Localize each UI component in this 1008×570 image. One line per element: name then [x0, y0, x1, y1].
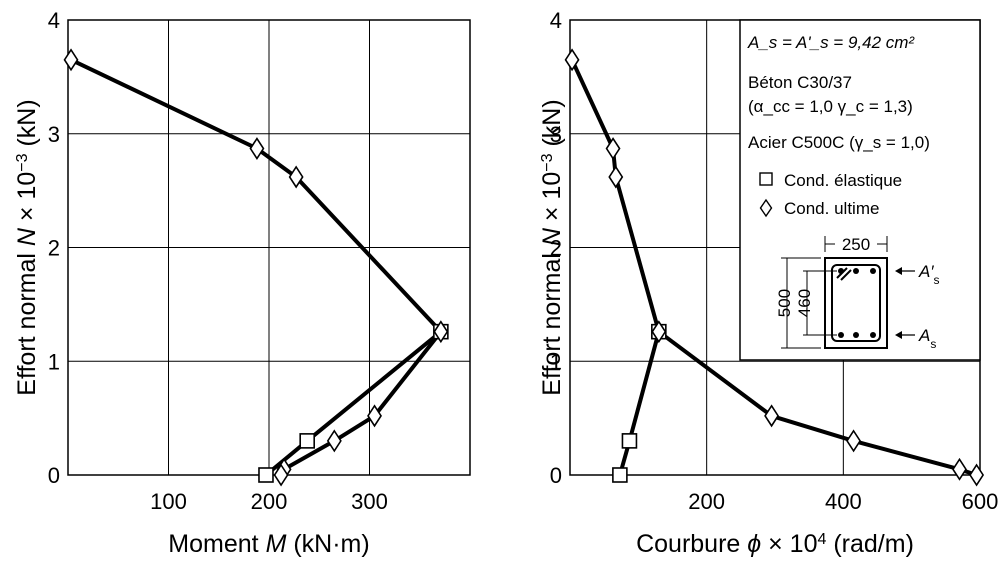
legend-concrete: Béton C30/37: [748, 73, 852, 92]
diamond-marker: [367, 404, 382, 428]
section-width-label: 250: [842, 235, 870, 254]
diamond-marker: [764, 404, 780, 428]
rebar-bottom: [853, 332, 859, 338]
diamond-marker: [969, 463, 985, 487]
diamond-marker: [326, 429, 342, 453]
legend-entry-ultimate: Cond. ultime: [784, 199, 879, 218]
diamond-marker: [273, 463, 289, 487]
chart-panel-moment: 100 200 300 0 1 2 3 4 Moment M (kN·m) Effort norm…: [13, 8, 471, 558]
legend-entry-elastic: Cond. élastique: [784, 171, 902, 190]
y-tick-label: 1: [48, 349, 60, 374]
rebar-bottom: [870, 332, 876, 338]
diamond-marker: [605, 137, 621, 161]
square-marker: [258, 467, 274, 483]
diamond-marker: [288, 165, 304, 189]
y-tick-label: 2: [550, 236, 562, 261]
rebar-top: [853, 268, 859, 274]
legend-concrete-params: (α_cc = 1,0 γ_c = 1,3): [748, 97, 913, 116]
rebar-top: [870, 268, 876, 274]
chart-legend: A_s = A'_s = 9,42 cm² Béton C30/37 (α_cc =…: [739, 19, 981, 361]
y-axis-label: Effort normal N × 10−3 (kN): [538, 99, 566, 395]
diamond-marker: [564, 48, 580, 72]
legend-steel: Acier C500C (γ_s = 1,0): [748, 133, 930, 152]
y-tick-label: 0: [48, 463, 60, 488]
section-bottom-steel-label: As: [918, 326, 936, 351]
legend-as-equation: A_s = A'_s = 9,42 cm²: [747, 33, 915, 52]
section-inner-height-label: 460: [795, 289, 814, 317]
y-tick-label: 2: [48, 236, 60, 261]
section-height-label: 500: [775, 289, 794, 317]
y-tick-label: 1: [550, 349, 562, 374]
x-tick-label: 100: [150, 489, 187, 514]
y-tick-label: 4: [550, 8, 562, 33]
cross-section-diagram: 250 500 460 A′s As: [775, 235, 940, 351]
x-tick-label: 300: [351, 489, 388, 514]
section-stirrup: [831, 264, 881, 342]
x-tick-label: 200: [688, 489, 725, 514]
x-tick-label: 400: [825, 489, 862, 514]
rebar-top: [838, 268, 844, 274]
square-marker: [621, 433, 638, 449]
diamond-marker: [249, 137, 265, 161]
series-line: [617, 331, 661, 476]
diamond-marker: [433, 320, 449, 344]
x-axis-label: Moment M (kN·m): [168, 530, 369, 558]
diamond-marker: [846, 429, 862, 453]
x-axis-label: Courbure ϕ × 104 (rad/m): [636, 530, 914, 558]
diamond-marker: [608, 165, 624, 189]
diamond-marker: [952, 457, 967, 481]
square-marker: [299, 433, 315, 449]
legend-square-icon: [759, 172, 773, 186]
square-marker: [612, 467, 628, 483]
rebar-bottom: [838, 332, 844, 338]
series-line: [264, 330, 443, 477]
series-line: [70, 57, 443, 476]
diamond-marker: [651, 320, 667, 344]
x-tick-label: 600: [962, 489, 999, 514]
y-tick-label: 3: [48, 122, 60, 147]
section-top-steel-label: A′s: [918, 262, 940, 287]
y-tick-label: 3: [550, 122, 562, 147]
legend-diamond-icon: [759, 198, 773, 218]
diamond-marker: [63, 48, 79, 72]
y-tick-label: 0: [550, 463, 562, 488]
y-axis-label: Effort normal N × 10−3 (kN): [13, 99, 41, 395]
y-tick-label: 4: [48, 8, 60, 33]
x-tick-label: 200: [251, 489, 288, 514]
